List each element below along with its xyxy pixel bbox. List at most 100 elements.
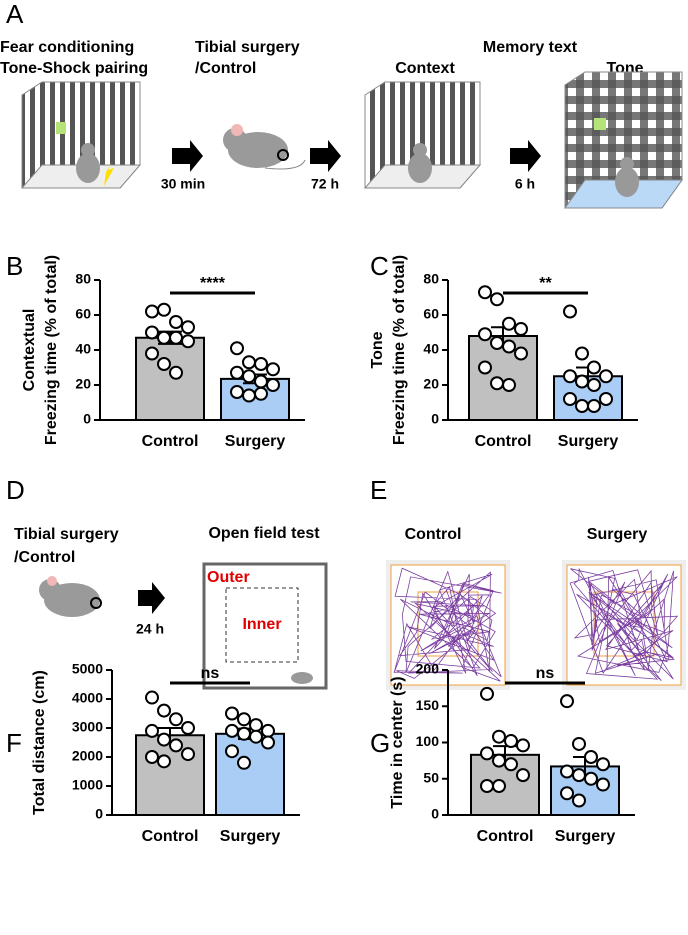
data-point [157, 754, 171, 769]
data-point [584, 771, 598, 786]
significance-label: ** [539, 275, 552, 292]
mouse [39, 576, 102, 617]
time-label: 24 h [136, 621, 164, 637]
arrow [172, 140, 541, 172]
data-point [516, 738, 530, 753]
y-axis-label: Time in center (s) [389, 676, 406, 808]
significance-label: **** [200, 275, 226, 292]
y-axis-label: Tone [369, 331, 386, 368]
y-axis-label: Freezing time (% of total) [43, 255, 60, 445]
data-point [584, 750, 598, 764]
data-point [242, 355, 256, 370]
y-tick-label: 40 [75, 341, 91, 357]
data-point [225, 706, 239, 721]
data-point [230, 385, 244, 399]
data-point [242, 388, 256, 403]
data-point [560, 786, 574, 801]
mouse [223, 124, 306, 170]
y-tick-label: 5000 [72, 661, 103, 677]
zone-label: Outer [207, 569, 250, 586]
data-point [478, 360, 492, 375]
data-point [225, 723, 239, 738]
data-point [490, 292, 504, 307]
inner-zone [225, 587, 299, 663]
panel-label: E [370, 475, 387, 505]
panel-label: A [6, 0, 24, 29]
data-point [492, 753, 506, 768]
data-point [563, 392, 577, 406]
data-point [514, 346, 528, 361]
data-point [266, 362, 280, 377]
data-point [587, 360, 601, 375]
data-point [254, 374, 268, 389]
y-tick-label: 150 [416, 697, 440, 713]
data-point [169, 330, 183, 345]
data-point [157, 302, 171, 317]
data-point [169, 315, 183, 329]
data-point [560, 694, 574, 709]
trajectory-path [393, 567, 502, 682]
data-point [230, 341, 244, 356]
y-tick-label: 80 [75, 271, 91, 287]
data-point [169, 712, 183, 727]
data-point [502, 378, 516, 392]
data-point [587, 399, 601, 413]
group-label: Surgery [587, 526, 648, 543]
data-point [492, 779, 506, 793]
data-point [478, 285, 492, 300]
data-point [478, 327, 492, 342]
data-point [169, 738, 183, 753]
data-point [157, 330, 171, 345]
time-label: 72 h [311, 176, 339, 192]
time-label: 30 min [161, 176, 205, 192]
cage [564, 71, 683, 209]
y-tick-label: 20 [75, 376, 91, 392]
step-text: /Control [14, 549, 75, 566]
data-point [145, 690, 159, 705]
data-point [514, 322, 528, 336]
data-point [563, 369, 577, 384]
data-point [480, 779, 494, 793]
mouse [291, 672, 313, 684]
arrow [138, 582, 165, 614]
cage [363, 81, 482, 189]
y-tick-label: 3000 [72, 719, 103, 735]
data-point [516, 768, 530, 783]
open-field [202, 562, 328, 690]
y-tick-label: 50 [423, 769, 439, 785]
data-point [480, 686, 494, 701]
data-point [225, 744, 239, 759]
panel-label: D [6, 475, 25, 505]
data-point [145, 723, 159, 738]
data-point [575, 374, 589, 389]
step-text: Memory text [483, 39, 578, 56]
x-tick-label: Surgery [558, 433, 619, 450]
data-point [157, 703, 171, 718]
step-text: Tibial surgery [195, 39, 300, 56]
data-point [575, 346, 589, 361]
y-tick-label: 0 [431, 411, 439, 427]
data-point [572, 793, 586, 808]
time-label: 6 h [515, 176, 535, 192]
step-text: Tibial surgery [14, 526, 119, 543]
y-tick-label: 0 [95, 806, 103, 822]
data-point [237, 755, 251, 770]
data-point [237, 712, 251, 727]
x-tick-label: Control [142, 828, 199, 845]
data-point [181, 747, 195, 762]
data-point [181, 334, 195, 349]
data-point [249, 718, 263, 733]
data-point [490, 336, 504, 350]
data-point [145, 325, 159, 340]
y-tick-label: 4000 [72, 690, 103, 706]
y-axis-label: Freezing time (% of total) [391, 255, 408, 445]
data-point [230, 365, 244, 380]
panel-label: G [370, 728, 390, 758]
panel-label: F [6, 728, 22, 758]
step-text: /Control [195, 60, 256, 77]
trajectory [562, 560, 686, 690]
data-point [261, 735, 275, 750]
data-point [492, 729, 506, 744]
y-tick-label: 60 [423, 306, 439, 322]
